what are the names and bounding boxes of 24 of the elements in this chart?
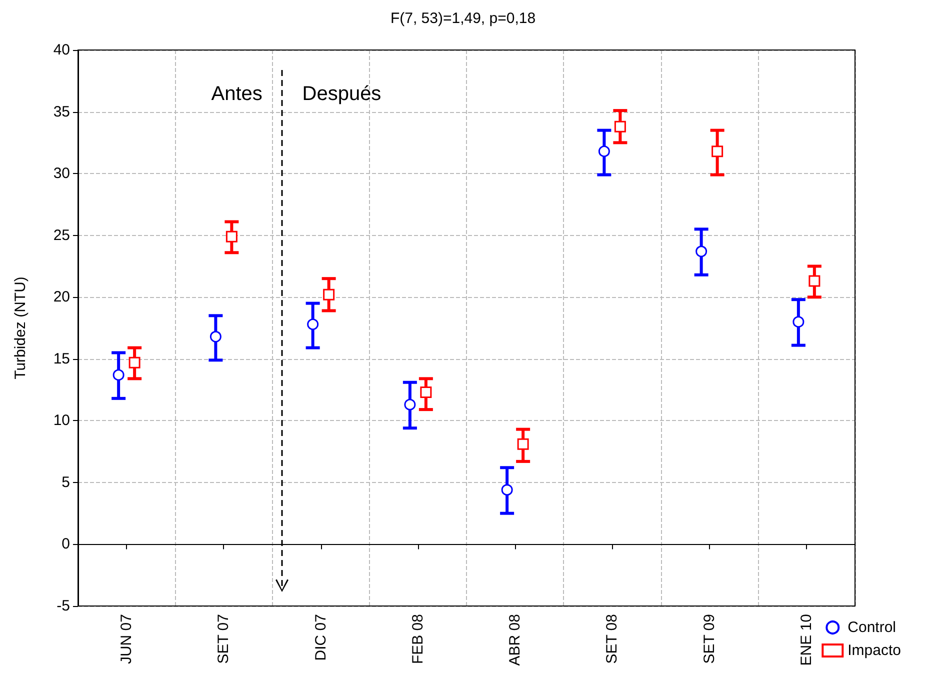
- annotation: Después: [302, 83, 382, 106]
- y-tick-label: 0: [62, 536, 70, 553]
- x-tick-label: JUN 07: [118, 614, 136, 664]
- y-tick-label: 20: [53, 288, 70, 306]
- y-tick-label: 30: [53, 165, 70, 182]
- x-tick-label: SET 07: [215, 614, 232, 664]
- x-tick-label: SET 09: [700, 614, 718, 664]
- x-tick-label: SET 08: [604, 614, 621, 664]
- y-tick-label: 40: [53, 42, 70, 58]
- y-axis-title: Turbidez (NTU): [12, 276, 29, 380]
- y-tick-label: 10: [53, 412, 70, 430]
- chart-title: F(7, 53)=1,49, p=0,18: [390, 10, 536, 27]
- x-tick-label: ABR 08: [506, 614, 524, 666]
- y-tick-label: 5: [62, 474, 70, 491]
- x-tick-label: FEB 08: [409, 614, 426, 664]
- x-tick-label: DIC 07: [312, 614, 330, 661]
- y-tick-label: 35: [53, 103, 70, 120]
- annotation: Antes: [211, 83, 262, 106]
- y-tick-label: 15: [53, 350, 70, 368]
- y-tick-label: 25: [53, 226, 70, 244]
- legend-label: Impacto: [848, 642, 902, 659]
- legend-label: Control: [848, 619, 896, 636]
- y-tick-label: -5: [56, 598, 70, 614]
- x-tick-label: ENE 10: [798, 614, 815, 666]
